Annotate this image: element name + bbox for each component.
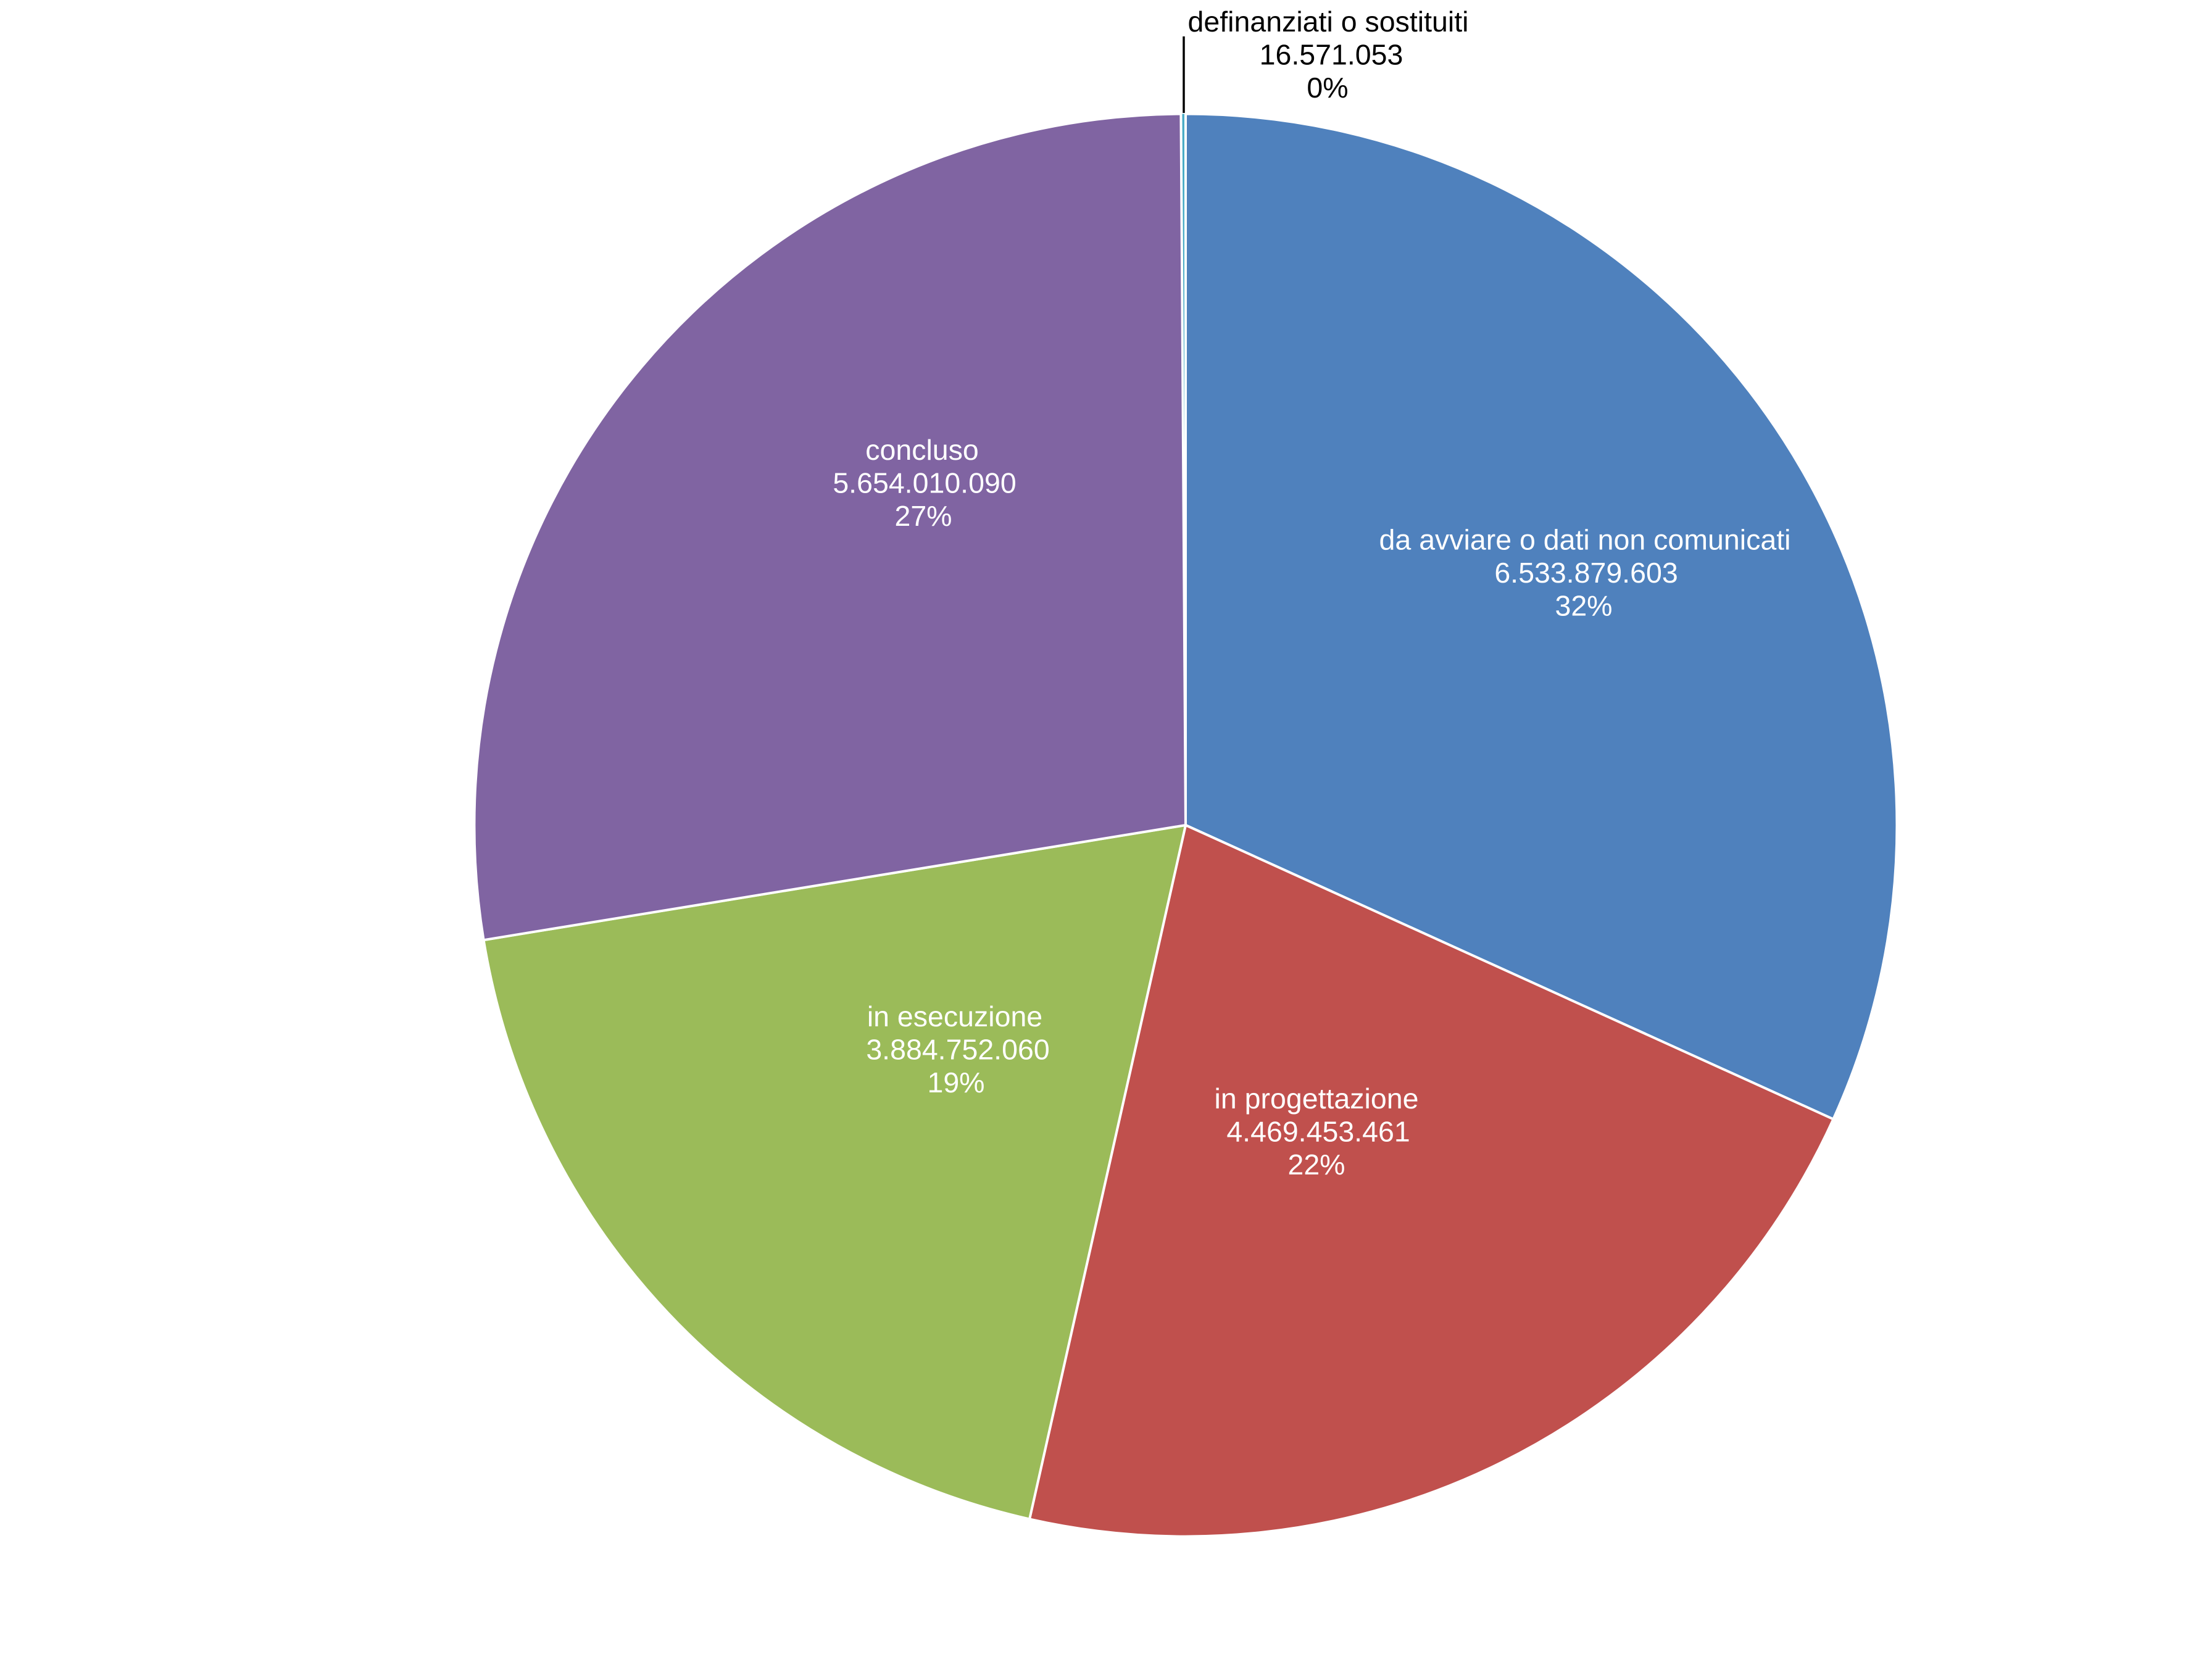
svg-text:3.884.752.060: 3.884.752.060 bbox=[866, 1034, 1049, 1066]
svg-text:in esecuzione: in esecuzione bbox=[867, 1000, 1042, 1033]
svg-text:definanziati o sostituiti: definanziati o sostituiti bbox=[1188, 6, 1469, 38]
svg-text:22%: 22% bbox=[1287, 1149, 1345, 1181]
svg-text:0%: 0% bbox=[1307, 72, 1348, 104]
svg-text:16.571.053: 16.571.053 bbox=[1260, 39, 1403, 71]
svg-text:19%: 19% bbox=[927, 1066, 984, 1099]
svg-text:4.469.453.461: 4.469.453.461 bbox=[1226, 1116, 1410, 1148]
svg-text:27%: 27% bbox=[894, 500, 952, 532]
svg-text:6.533.879.603: 6.533.879.603 bbox=[1494, 557, 1678, 589]
svg-text:in progettazione: in progettazione bbox=[1215, 1082, 1419, 1115]
svg-text:32%: 32% bbox=[1555, 590, 1612, 622]
svg-text:5.654.010.090: 5.654.010.090 bbox=[833, 467, 1016, 499]
svg-text:concluso: concluso bbox=[865, 434, 979, 466]
svg-text:da avviare o dati non comunica: da avviare o dati non comunicati bbox=[1379, 524, 1791, 556]
